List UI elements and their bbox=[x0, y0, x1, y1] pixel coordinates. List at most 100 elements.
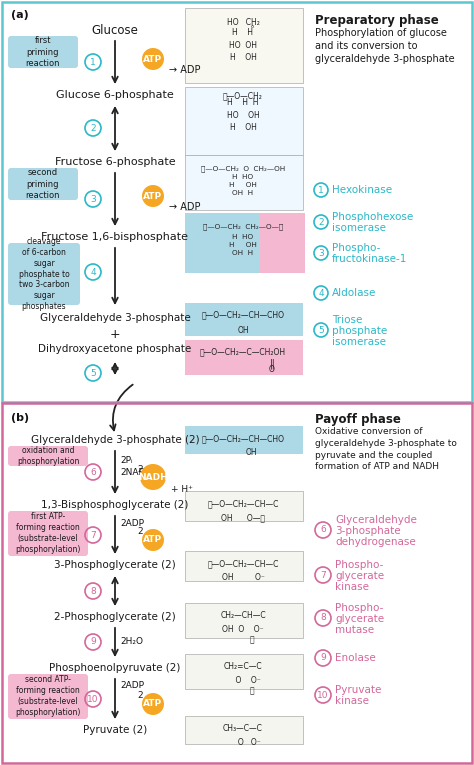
Text: OH      O—Ⓟ: OH O—Ⓟ bbox=[221, 513, 265, 522]
Bar bbox=[185, 716, 303, 744]
Text: Preparatory phase: Preparatory phase bbox=[315, 14, 439, 27]
Text: ATP: ATP bbox=[144, 536, 163, 545]
Text: 4: 4 bbox=[90, 268, 96, 276]
Text: first
priming
reaction: first priming reaction bbox=[26, 37, 60, 67]
FancyBboxPatch shape bbox=[8, 446, 88, 466]
Circle shape bbox=[142, 185, 164, 207]
Text: second ATP-
forming reaction
(substrate-level
phosphorylation): second ATP- forming reaction (substrate-… bbox=[15, 675, 81, 717]
Bar bbox=[185, 87, 303, 155]
FancyBboxPatch shape bbox=[8, 36, 78, 68]
Text: OH: OH bbox=[237, 326, 249, 335]
Text: 5: 5 bbox=[318, 325, 324, 334]
Text: ‖: ‖ bbox=[270, 358, 274, 369]
Text: Glyceraldehyde: Glyceraldehyde bbox=[335, 515, 417, 525]
Text: ATP: ATP bbox=[144, 699, 163, 708]
Text: Aldolase: Aldolase bbox=[332, 288, 376, 298]
Text: 2: 2 bbox=[137, 464, 143, 474]
Text: Pyruvate (2): Pyruvate (2) bbox=[83, 725, 147, 735]
Text: ⁶: ⁶ bbox=[251, 26, 254, 32]
Bar bbox=[2, 2, 472, 402]
Text: 1: 1 bbox=[90, 57, 96, 67]
Text: Glucose 6-phosphate: Glucose 6-phosphate bbox=[56, 90, 174, 100]
Text: OH: OH bbox=[245, 448, 257, 457]
Bar bbox=[185, 426, 303, 454]
Text: 9: 9 bbox=[320, 653, 326, 662]
Text: 2: 2 bbox=[90, 123, 96, 132]
Text: 7: 7 bbox=[320, 571, 326, 580]
Text: dehydrogenase: dehydrogenase bbox=[335, 537, 416, 547]
Text: Dihydroxyacetone phosphate: Dihydroxyacetone phosphate bbox=[38, 344, 191, 354]
Text: mutase: mutase bbox=[335, 625, 374, 635]
Text: 3-phosphate: 3-phosphate bbox=[335, 526, 401, 536]
Text: 2: 2 bbox=[137, 692, 143, 701]
Text: Ⓟ: Ⓟ bbox=[250, 635, 255, 644]
Text: Phosphohexose: Phosphohexose bbox=[332, 212, 413, 222]
Text: OH         O⁻: OH O⁻ bbox=[221, 573, 264, 582]
Bar bbox=[185, 155, 303, 210]
Text: fructokinase-1: fructokinase-1 bbox=[332, 254, 407, 264]
Text: HO   CH₂: HO CH₂ bbox=[227, 18, 259, 27]
Text: Phosphorylation of glucose
and its conversion to
glyceraldehyde 3-phosphate: Phosphorylation of glucose and its conve… bbox=[315, 28, 455, 64]
Text: OH  O    O⁻: OH O O⁻ bbox=[222, 625, 264, 634]
Text: Ⓟ—O—CH₂—CH—C: Ⓟ—O—CH₂—CH—C bbox=[207, 499, 279, 508]
FancyBboxPatch shape bbox=[8, 511, 88, 556]
Bar bbox=[185, 654, 303, 689]
Text: ATP: ATP bbox=[144, 54, 163, 63]
Text: 2ADP: 2ADP bbox=[120, 519, 144, 528]
Text: 7: 7 bbox=[90, 530, 96, 539]
Text: Phospho-: Phospho- bbox=[335, 603, 383, 613]
Text: Glucose: Glucose bbox=[91, 24, 138, 37]
Text: (b): (b) bbox=[11, 413, 29, 423]
Text: Enolase: Enolase bbox=[335, 653, 376, 663]
Text: Ⓟ—O—CH₂  CH₂—O—Ⓟ: Ⓟ—O—CH₂ CH₂—O—Ⓟ bbox=[203, 223, 283, 230]
Bar bbox=[260, 213, 305, 273]
Text: oxidation and
phosphorylation: oxidation and phosphorylation bbox=[17, 446, 79, 466]
Text: kinase: kinase bbox=[335, 696, 369, 706]
Text: 1: 1 bbox=[318, 185, 324, 194]
Text: 3: 3 bbox=[318, 249, 324, 258]
Text: CH₂—CH—C: CH₂—CH—C bbox=[220, 611, 266, 620]
Text: Payoff phase: Payoff phase bbox=[315, 413, 401, 426]
Text: Pyruvate: Pyruvate bbox=[335, 685, 382, 695]
Circle shape bbox=[142, 529, 164, 551]
Text: 4: 4 bbox=[318, 288, 324, 298]
FancyBboxPatch shape bbox=[8, 243, 80, 305]
Bar bbox=[2, 403, 472, 763]
Text: Ⓟ—O—CH₂—CH—CHO: Ⓟ—O—CH₂—CH—CHO bbox=[201, 434, 284, 443]
Text: ATP: ATP bbox=[144, 191, 163, 200]
Text: glycerate: glycerate bbox=[335, 571, 384, 581]
Text: CH₂=C—C: CH₂=C—C bbox=[224, 662, 262, 671]
Text: Ⓟ—O—CH₂: Ⓟ—O—CH₂ bbox=[223, 91, 263, 100]
Text: 8: 8 bbox=[90, 587, 96, 595]
Text: (a): (a) bbox=[11, 10, 29, 20]
Circle shape bbox=[142, 48, 164, 70]
Text: NADH: NADH bbox=[138, 473, 168, 481]
Text: glycerate: glycerate bbox=[335, 614, 384, 624]
Bar bbox=[185, 8, 303, 83]
Text: 1,3-Bisphosphoglycerate (2): 1,3-Bisphosphoglycerate (2) bbox=[41, 500, 189, 510]
FancyBboxPatch shape bbox=[8, 168, 78, 200]
Text: 2: 2 bbox=[318, 217, 324, 226]
Text: Ⓟ—O—CH₂  O  CH₂—OH: Ⓟ—O—CH₂ O CH₂—OH bbox=[201, 165, 285, 171]
Text: Oxidative conversion of
glyceraldehyde 3-phosphate to
pyruvate and the coupled
f: Oxidative conversion of glyceraldehyde 3… bbox=[315, 427, 457, 471]
Text: Glyceraldehyde 3-phosphate: Glyceraldehyde 3-phosphate bbox=[40, 313, 191, 323]
Text: Fructose 1,6-bisphosphate: Fructose 1,6-bisphosphate bbox=[42, 232, 189, 242]
Circle shape bbox=[142, 693, 164, 715]
Text: first ATP-
forming reaction
(substrate-level
phosphorylation): first ATP- forming reaction (substrate-l… bbox=[15, 512, 81, 554]
Text: O    O⁻: O O⁻ bbox=[226, 676, 260, 685]
Bar bbox=[185, 213, 260, 273]
Text: isomerase: isomerase bbox=[332, 337, 386, 347]
Bar bbox=[185, 303, 303, 336]
Text: 5: 5 bbox=[90, 369, 96, 377]
Text: Glyceraldehyde 3-phosphate (2): Glyceraldehyde 3-phosphate (2) bbox=[31, 435, 199, 445]
Text: kinase: kinase bbox=[335, 582, 369, 592]
Text: H  HO
H     OH
OH  H: H HO H OH OH H bbox=[229, 174, 257, 196]
Text: phosphate: phosphate bbox=[332, 326, 387, 336]
Text: Triose: Triose bbox=[332, 315, 363, 325]
Text: Hexokinase: Hexokinase bbox=[332, 185, 392, 195]
Text: 2H₂O: 2H₂O bbox=[120, 637, 143, 646]
Text: 2-Phosphoglycerate (2): 2-Phosphoglycerate (2) bbox=[54, 612, 176, 622]
Text: +: + bbox=[109, 327, 120, 340]
Text: Fructose 6-phosphate: Fructose 6-phosphate bbox=[55, 157, 175, 167]
Text: H    H  H
HO    OH
H    OH: H H H HO OH H OH bbox=[227, 98, 259, 132]
